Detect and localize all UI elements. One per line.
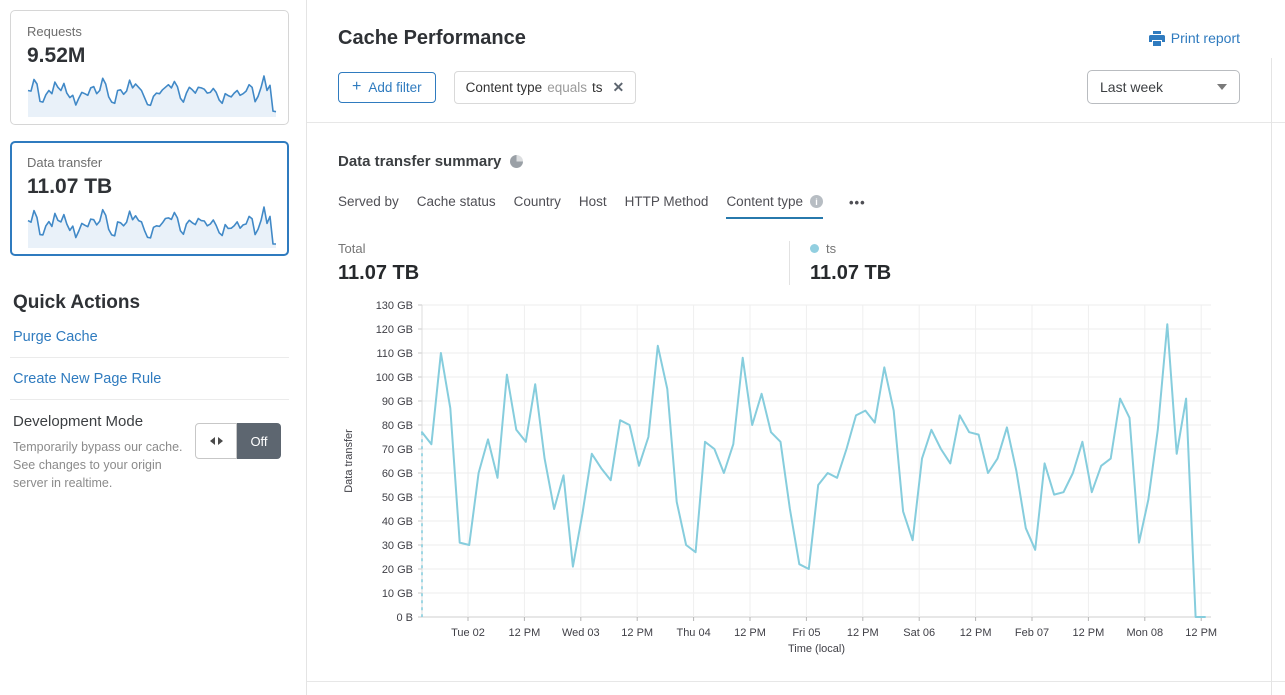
section-bottom-divider xyxy=(307,681,1285,682)
svg-text:50 GB: 50 GB xyxy=(382,492,413,504)
add-filter-button[interactable]: + Add filter xyxy=(338,71,436,103)
summary-title: Data transfer summary xyxy=(338,153,502,170)
svg-text:130 GB: 130 GB xyxy=(376,300,413,312)
header-divider xyxy=(307,122,1285,123)
left-arrow-icon xyxy=(209,437,215,445)
svg-text:Tue 02: Tue 02 xyxy=(451,627,485,639)
svg-text:Wed 03: Wed 03 xyxy=(562,627,600,639)
tab-host[interactable]: Host xyxy=(578,194,607,209)
svg-text:Fri 05: Fri 05 xyxy=(792,627,820,639)
svg-text:10 GB: 10 GB xyxy=(382,588,413,600)
svg-text:12 PM: 12 PM xyxy=(734,627,766,639)
svg-text:Sat 06: Sat 06 xyxy=(903,627,935,639)
data-transfer-label: Data transfer xyxy=(27,155,103,170)
svg-text:40 GB: 40 GB xyxy=(382,516,413,528)
total-label: Total xyxy=(338,241,366,256)
right-panel-divider xyxy=(1271,58,1272,695)
series-name: ts xyxy=(826,241,837,256)
data-transfer-value: 11.07 TB xyxy=(27,175,113,198)
total-value: 11.07 TB xyxy=(338,262,420,284)
loading-pie-icon xyxy=(510,155,524,168)
data-transfer-metric-card[interactable]: Data transfer 11.07 TB xyxy=(10,141,289,256)
svg-text:80 GB: 80 GB xyxy=(382,420,413,432)
development-mode-section: Development Mode Temporarily bypass our … xyxy=(10,413,289,492)
tab-served-by[interactable]: Served by xyxy=(338,194,399,209)
total-block: Total 11.07 TB xyxy=(338,241,789,285)
svg-text:12 PM: 12 PM xyxy=(621,627,653,639)
right-arrow-icon xyxy=(217,437,223,445)
svg-text:12 PM: 12 PM xyxy=(847,627,879,639)
svg-text:120 GB: 120 GB xyxy=(376,324,413,336)
svg-text:30 GB: 30 GB xyxy=(382,540,413,552)
series-color-dot xyxy=(810,244,819,253)
tab-country[interactable]: Country xyxy=(513,194,561,209)
svg-text:12 PM: 12 PM xyxy=(960,627,992,639)
main-panel: Cache Performance Print report + Add fil… xyxy=(306,0,1285,695)
totals-row: Total 11.07 TB ts 11.07 TB xyxy=(338,241,1240,285)
requests-sparkline xyxy=(27,75,277,117)
svg-text:Thu 04: Thu 04 xyxy=(676,627,710,639)
page-title: Cache Performance xyxy=(338,27,526,49)
requests-value: 9.52M xyxy=(27,44,86,67)
tab-http-method[interactable]: HTTP Method xyxy=(624,194,709,209)
quick-actions-title: Quick Actions xyxy=(13,292,141,313)
svg-text:Mon 08: Mon 08 xyxy=(1126,627,1163,639)
chart-canvas[interactable]: 130 GB 120 GB 110 GB 100 GB 90 GB 80 GB 70 GB 6… xyxy=(338,299,1241,667)
print-report-button[interactable]: Print report xyxy=(1148,30,1240,46)
filter-chip-operator: equals xyxy=(547,79,587,95)
data-transfer-chart[interactable]: 130 GB 120 GB 110 GB 100 GB 90 GB 80 GB 70 GB 6… xyxy=(338,299,1240,672)
sidebar: Requests 9.52M Data transfer 11.07 TB Qu… xyxy=(0,0,306,695)
svg-text:70 GB: 70 GB xyxy=(382,444,413,456)
filter-chip-field: Content type xyxy=(465,79,543,95)
info-icon[interactable]: i xyxy=(810,195,823,208)
tab-cache-status[interactable]: Cache status xyxy=(416,194,496,209)
print-report-label: Print report xyxy=(1170,30,1240,46)
requests-label: Requests xyxy=(27,24,82,39)
svg-text:0 B: 0 B xyxy=(396,612,413,624)
legend-block[interactable]: ts 11.07 TB xyxy=(789,241,891,285)
svg-text:12 PM: 12 PM xyxy=(1185,627,1217,639)
filter-chip-value: ts xyxy=(591,79,603,95)
data-transfer-sparkline xyxy=(27,206,276,248)
svg-text:12 PM: 12 PM xyxy=(509,627,541,639)
toggle-handle[interactable] xyxy=(195,423,237,459)
tab-content-type[interactable]: Content type i xyxy=(726,194,823,219)
create-page-rule-link[interactable]: Create New Page Rule xyxy=(10,358,289,400)
development-mode-toggle[interactable]: Off xyxy=(195,423,281,459)
toggle-state-label: Off xyxy=(237,423,281,459)
printer-icon xyxy=(1148,30,1165,46)
more-tabs-icon[interactable]: ••• xyxy=(849,195,866,210)
time-range-value: Last week xyxy=(1100,79,1164,95)
requests-metric-card[interactable]: Requests 9.52M xyxy=(10,10,289,125)
svg-text:12 PM: 12 PM xyxy=(1073,627,1105,639)
add-filter-label: Add filter xyxy=(368,79,422,95)
series-value: 11.07 TB xyxy=(810,262,892,284)
plus-icon: + xyxy=(352,78,362,95)
filter-chip[interactable]: Content type equals ts ✕ xyxy=(453,70,637,104)
filter-row: + Add filter Content type equals ts ✕ La… xyxy=(338,70,1240,104)
svg-text:Data transfer: Data transfer xyxy=(343,429,355,493)
main-header: Cache Performance Print report xyxy=(338,27,1240,50)
remove-filter-icon[interactable]: ✕ xyxy=(612,78,625,95)
svg-text:Feb 07: Feb 07 xyxy=(1015,627,1049,639)
dimension-tabs: Served by Cache status Country Host HTTP… xyxy=(338,194,1240,219)
tab-content-type-label: Content type xyxy=(726,194,803,209)
development-mode-title: Development Mode xyxy=(13,413,144,430)
svg-text:60 GB: 60 GB xyxy=(382,468,413,480)
summary-title-row: Data transfer summary xyxy=(338,153,1240,170)
svg-text:110 GB: 110 GB xyxy=(377,348,414,360)
svg-text:100 GB: 100 GB xyxy=(376,372,413,384)
time-range-select[interactable]: Last week xyxy=(1087,70,1240,104)
chevron-down-icon xyxy=(1217,84,1227,90)
svg-text:20 GB: 20 GB xyxy=(382,564,413,576)
development-mode-description: Temporarily bypass our cache. See change… xyxy=(13,440,183,491)
purge-cache-link[interactable]: Purge Cache xyxy=(10,316,289,358)
svg-text:90 GB: 90 GB xyxy=(382,396,413,408)
svg-text:Time (local): Time (local) xyxy=(788,643,845,655)
